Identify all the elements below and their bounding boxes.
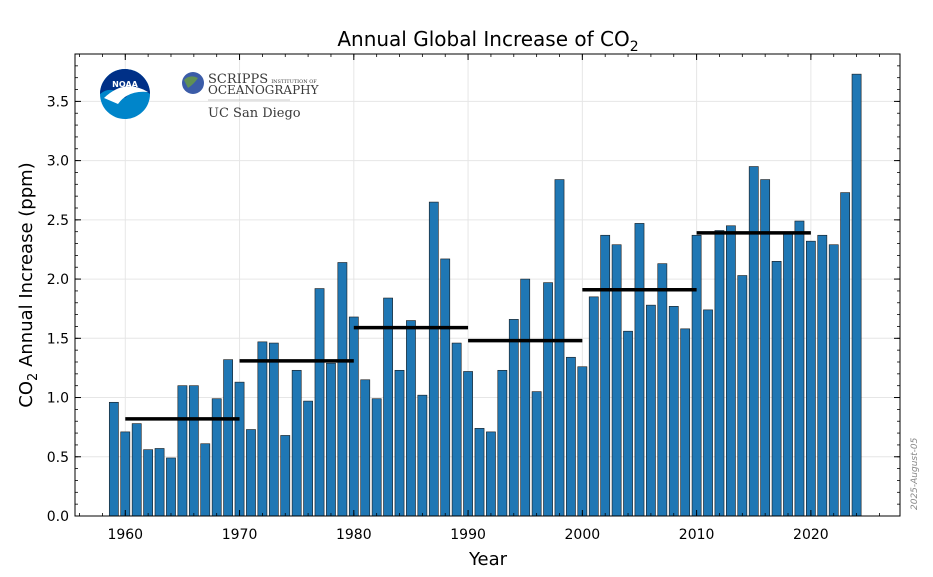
bar-1993 [497,369,508,517]
axis-ticks: 0.0 0.5 1.0 1.5 2.0 2.5 3.0 3.5 1960 1970 1980 1990… [47,53,900,543]
decade-mean-lines [125,231,811,421]
bar-1973 [268,342,279,517]
bar-2000 [577,366,588,517]
bar-2002 [600,234,611,517]
bar-1965 [177,385,188,517]
bar-1998 [554,179,565,517]
x-tick-label: 1970 [222,527,258,543]
x-tick-label: 1980 [336,527,372,543]
bar-1978 [326,362,336,517]
y-tick-label: 0.5 [47,450,69,466]
y-tick-label: 0.0 [47,509,69,525]
bar-1972 [257,341,268,517]
bar-1983 [383,297,393,517]
bar-1988 [440,258,451,517]
bar-1989 [451,342,462,517]
x-tick-label: 2010 [679,527,715,543]
bar-1982 [371,398,382,517]
bar-1969 [223,359,233,517]
y-tick-label: 1.0 [47,391,69,407]
x-tick-label: 2020 [793,527,829,543]
date-stamp: 2025-August-05 [910,437,920,510]
bar-1999 [566,356,576,517]
ucsd-name: UC San Diego [208,106,301,121]
bar-1959 [108,401,119,517]
scripps-globe-land [184,76,198,88]
bar-2019 [794,220,805,517]
bar-2013 [726,225,736,517]
bar-1962 [143,449,154,517]
bar-2008 [668,306,679,517]
bar-1963 [154,448,165,517]
bar-1967 [200,443,211,517]
chart-title: Annual Global Increase of CO2 [337,27,638,55]
x-tick-label: 1990 [450,527,486,543]
bar-2021 [817,234,828,517]
bar-1987 [428,201,439,517]
plot-frame [74,53,901,517]
bar-1979 [337,262,348,517]
x-tick-label: 2000 [565,527,601,543]
bar-1976 [303,400,313,517]
bar-2016 [760,179,771,517]
noaa-logo-text: NOAA [112,80,138,89]
bar-1970 [234,381,245,517]
bar-1991 [474,428,485,517]
bar-2017 [771,261,782,517]
bar-1960 [120,431,131,517]
bar-1985 [406,320,416,517]
scripps-name: SCRIPPS INSTITUTION OF [208,72,317,87]
bar-2024 [851,73,862,517]
x-axis-label: Year [468,549,508,570]
bar-1984 [394,369,405,517]
y-axis-label: CO2 Annual Increase (ppm) [16,162,41,407]
bar-series [108,73,862,517]
bar-2018 [783,232,793,517]
bar-1977 [314,288,325,517]
scripps-logo: SCRIPPS INSTITUTION OF OCEANOGRAPHY UC Sa… [182,72,320,121]
bar-2012 [714,230,725,517]
bar-2015 [748,166,759,517]
bar-1974 [280,435,291,517]
bar-2022 [828,244,839,517]
bar-2004 [623,330,633,517]
y-tick-label: 1.5 [47,331,69,347]
y-tick-label: 3.0 [47,154,69,170]
bar-2001 [588,296,599,517]
bar-1997 [543,282,553,517]
bar-2009 [680,328,691,517]
bar-1971 [246,429,256,517]
bar-2014 [737,275,748,517]
bar-1986 [417,394,428,517]
noaa-logo-bird [104,86,148,104]
bar-1964 [166,457,176,517]
noaa-logo: NOAA [100,69,150,119]
bar-1994 [508,319,519,517]
bar-2003 [611,244,622,517]
bar-2005 [634,223,645,517]
bar-1961 [131,423,142,517]
bar-1990 [463,371,473,517]
bar-2020 [806,240,816,517]
bar-2006 [646,304,656,517]
y-tick-label: 2.5 [47,213,69,229]
bar-2007 [657,263,668,517]
noaa-logo-top [100,69,150,98]
bar-1996 [531,391,542,517]
bar-2010 [691,234,702,517]
bar-2023 [840,192,851,517]
bar-2011 [703,309,713,517]
y-tick-label: 2.0 [47,272,69,288]
bar-1968 [211,398,222,517]
x-tick-label: 1960 [107,527,143,543]
bar-1975 [291,369,302,517]
scripps-oceanography: OCEANOGRAPHY [208,83,320,97]
bar-1992 [486,431,496,517]
bar-1980 [348,316,359,517]
y-tick-label: 3.5 [47,94,69,110]
bar-1966 [188,385,199,517]
bar-1981 [360,379,371,517]
bar-1995 [520,278,531,517]
